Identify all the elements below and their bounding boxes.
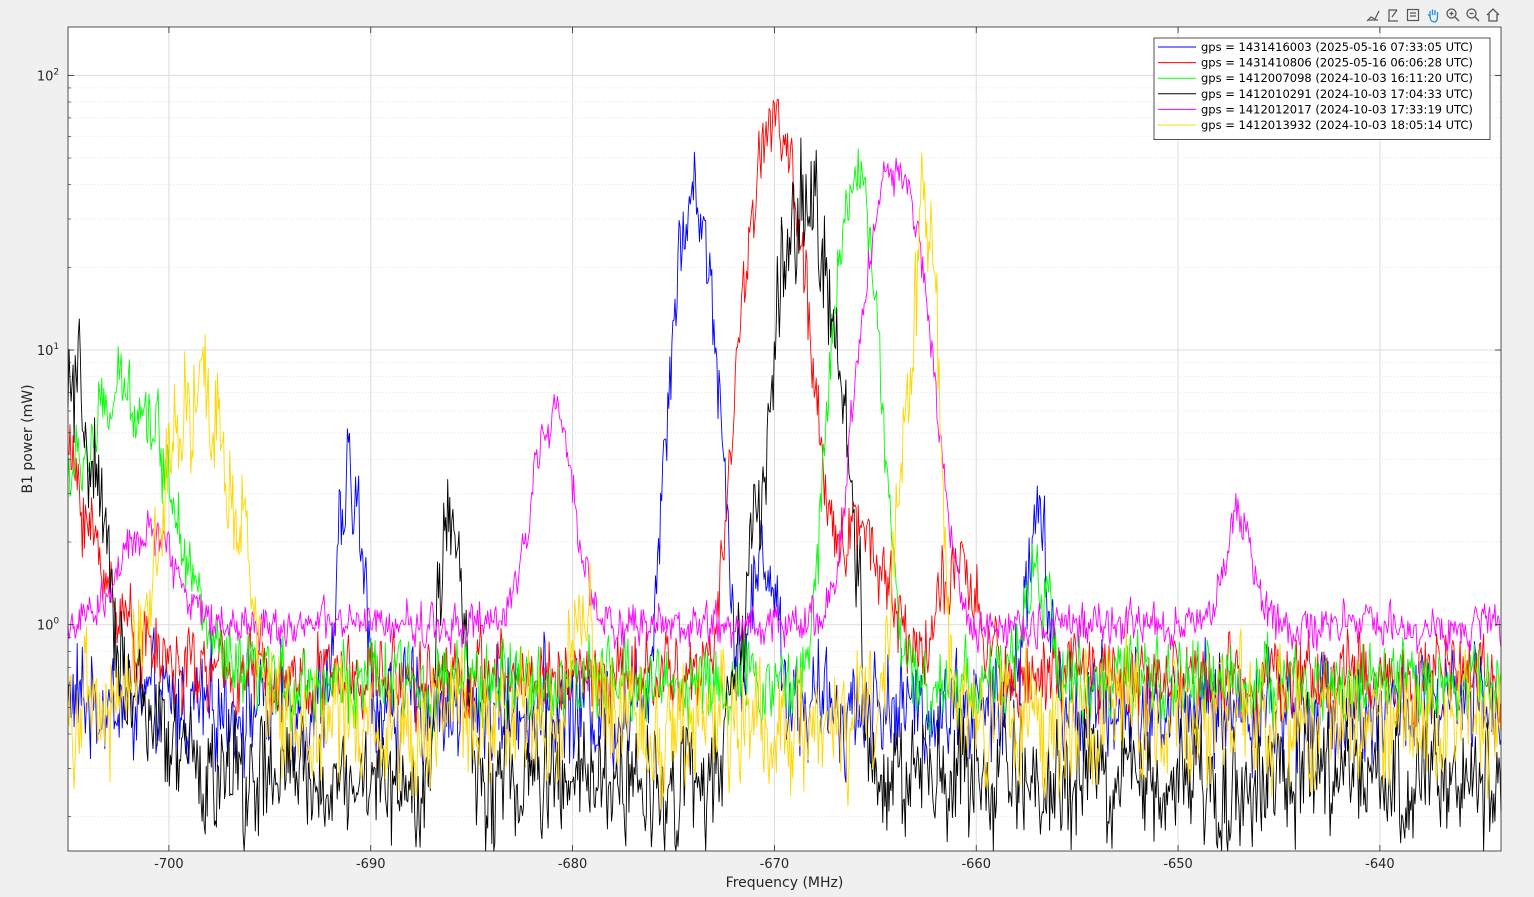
plot-area xyxy=(68,27,1501,851)
zoom-out-button[interactable] xyxy=(1464,6,1482,24)
series-line-5 xyxy=(67,157,1502,655)
home-icon xyxy=(1486,8,1500,22)
series-line-2 xyxy=(67,98,1502,733)
zoom-in-icon xyxy=(1446,8,1460,22)
series-line-6 xyxy=(67,152,1502,810)
series-line-3 xyxy=(67,148,1502,739)
series-line-1 xyxy=(67,151,1502,783)
y-ticks: 100 101 102 xyxy=(37,67,1501,817)
legend-entry: gps = 1412013932 (2024-10-03 18:05:14 UT… xyxy=(1201,118,1473,132)
legend-entry: gps = 1412012017 (2024-10-03 17:33:19 UT… xyxy=(1201,102,1473,116)
legend-entry: gps = 1412007098 (2024-10-03 16:11:20 UT… xyxy=(1201,71,1473,85)
datatip-button[interactable] xyxy=(1384,6,1402,24)
legend-button[interactable] xyxy=(1404,6,1422,24)
pan-hand-icon xyxy=(1427,9,1439,23)
x-tick-label: -690 xyxy=(356,857,386,872)
x-tick-label: -650 xyxy=(1163,857,1193,872)
axes-toolbar xyxy=(1364,6,1502,24)
series-line-4 xyxy=(67,137,1502,852)
pan-button[interactable] xyxy=(1424,6,1442,24)
x-ticks: -700 -690 -680 -670 -660 -650 -640 xyxy=(154,27,1395,872)
y-axis-label: B1 power (mW) xyxy=(20,384,36,493)
brush-button[interactable] xyxy=(1364,6,1382,24)
y-tick-label: 102 xyxy=(37,67,59,84)
legend-box xyxy=(1153,37,1491,140)
zoom-in-button[interactable] xyxy=(1444,6,1462,24)
brush-icon xyxy=(1366,10,1380,22)
y-tick-label: 100 xyxy=(37,617,60,634)
x-tick-label: -700 xyxy=(154,857,184,872)
x-tick-label: -670 xyxy=(760,857,790,872)
legend-entry: gps = 1412010291 (2024-10-03 17:04:33 UT… xyxy=(1201,87,1473,101)
legend[interactable]: gps = 1431416003 (2025-05-16 07:33:05 UT… xyxy=(1153,37,1491,140)
legend-entry: gps = 1431410806 (2025-05-16 06:06:28 UT… xyxy=(1201,56,1473,70)
legend-entry: gps = 1431416003 (2025-05-16 07:33:05 UT… xyxy=(1201,40,1473,54)
datatip-icon xyxy=(1388,9,1398,22)
y-tick-label: 101 xyxy=(37,342,59,359)
zoom-out-icon xyxy=(1466,8,1480,22)
x-tick-label: -660 xyxy=(961,857,991,872)
x-axis-label: Frequency (MHz) xyxy=(726,875,844,891)
series-layer xyxy=(67,98,1502,852)
home-button[interactable] xyxy=(1484,6,1502,24)
x-tick-label: -640 xyxy=(1365,857,1395,872)
x-tick-label: -680 xyxy=(558,857,588,872)
axes-box xyxy=(67,26,1502,852)
legend-icon xyxy=(1406,8,1420,22)
